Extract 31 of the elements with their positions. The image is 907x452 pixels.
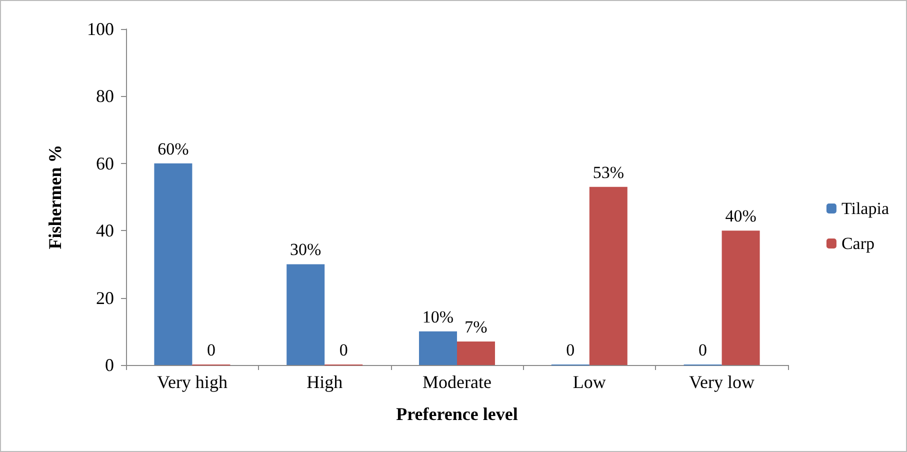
bar <box>457 341 495 365</box>
data-label: 0 <box>698 340 708 360</box>
bar <box>286 264 325 365</box>
data-label: 10% <box>422 307 454 326</box>
y-axis-title: Fishermen % <box>45 144 65 250</box>
y-tick-label: 0 <box>105 355 114 375</box>
data-label: 7% <box>464 317 488 336</box>
y-tick-label: 60 <box>96 153 114 174</box>
data-label: 40% <box>725 206 756 226</box>
x-tick-label: Moderate <box>422 372 492 392</box>
data-label: 60% <box>158 139 189 158</box>
legend-label: Tilapia <box>841 199 890 218</box>
x-tick-label: Low <box>572 372 606 392</box>
legend-label: Carp <box>841 234 874 253</box>
y-tick-label: 40 <box>96 220 114 241</box>
data-label: 53% <box>592 162 624 182</box>
x-tick-label: High <box>306 372 343 392</box>
bar <box>419 331 457 365</box>
bar <box>589 186 628 365</box>
data-label: 30% <box>290 240 322 260</box>
y-tick-label: 100 <box>87 19 114 39</box>
x-tick-label: Very low <box>689 372 755 392</box>
bar <box>722 230 760 365</box>
data-label: 0 <box>206 340 216 360</box>
data-label: 0 <box>566 340 575 360</box>
y-tick-label: 80 <box>96 86 114 106</box>
x-axis-title: Preference level <box>396 404 518 424</box>
data-label: 0 <box>339 340 348 360</box>
x-tick-label: Very high <box>156 372 228 392</box>
y-tick-label: 20 <box>96 288 114 308</box>
bar <box>154 163 192 365</box>
